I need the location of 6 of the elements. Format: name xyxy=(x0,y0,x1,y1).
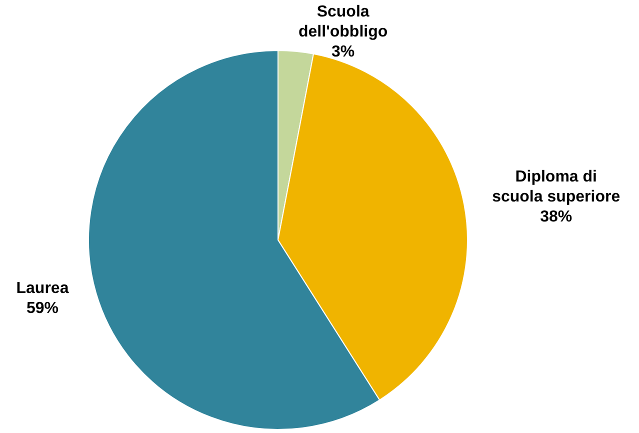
data-label: 59% xyxy=(26,300,59,318)
slice-label: Diploma di scuola superiore xyxy=(492,168,620,206)
data-label: 3% xyxy=(332,43,355,60)
data-label: 38% xyxy=(540,208,572,226)
slice-label: Scuola dell'obbligo xyxy=(298,3,388,40)
slice-label: Laurea xyxy=(16,280,69,298)
